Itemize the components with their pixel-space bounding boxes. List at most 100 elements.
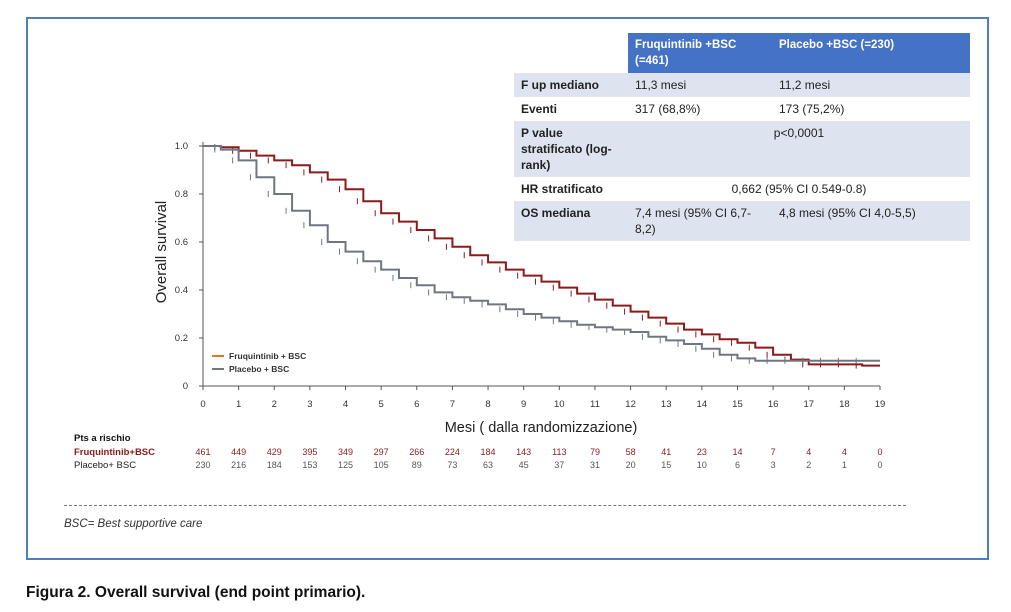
x-tick-label: 15 bbox=[732, 399, 743, 410]
at-risk-count: 10 bbox=[697, 460, 707, 470]
figure-frame bbox=[26, 17, 989, 560]
y-tick-label: 0.6 bbox=[175, 237, 188, 248]
at-risk-count: 184 bbox=[267, 460, 282, 470]
cell-fruq: 11,3 mesi bbox=[628, 73, 772, 97]
x-tick-label: 5 bbox=[379, 399, 384, 410]
at-risk-count: 41 bbox=[661, 447, 671, 457]
table-header-blank bbox=[514, 33, 628, 73]
cell-placebo: 11,2 mesi bbox=[772, 73, 970, 97]
y-tick-label: 0.4 bbox=[175, 285, 188, 296]
at-risk-count: 3 bbox=[771, 460, 776, 470]
at-risk-count: 230 bbox=[195, 460, 210, 470]
row-label: P value stratificato (log-rank) bbox=[514, 121, 628, 177]
at-risk-count: 15 bbox=[661, 460, 671, 470]
x-tick-label: 13 bbox=[661, 399, 672, 410]
x-tick-label: 18 bbox=[839, 399, 850, 410]
cell-merged: 0,662 (95% CI 0.549-0.8) bbox=[628, 177, 970, 201]
at-risk-count: 224 bbox=[445, 447, 460, 457]
cell-placebo: 4,8 mesi (95% CI 4,0-5,5) bbox=[772, 201, 970, 241]
cell-placebo: 173 (75,2%) bbox=[772, 97, 970, 121]
at-risk-count: 266 bbox=[409, 447, 424, 457]
y-tick-label: 0.8 bbox=[175, 189, 188, 200]
row-label: HR stratificato bbox=[514, 177, 628, 201]
at-risk-count: 89 bbox=[412, 460, 422, 470]
x-tick-label: 0 bbox=[200, 399, 205, 410]
cell-fruq: 317 (68,8%) bbox=[628, 97, 772, 121]
at-risk-count: 58 bbox=[626, 447, 636, 457]
at-risk-count: 4 bbox=[842, 447, 847, 457]
table-row: Eventi 317 (68,8%) 173 (75,2%) bbox=[514, 97, 970, 121]
at-risk-count: 0 bbox=[877, 447, 882, 457]
x-tick-label: 7 bbox=[450, 399, 455, 410]
at-risk-count: 429 bbox=[267, 447, 282, 457]
at-risk-count: 395 bbox=[302, 447, 317, 457]
x-tick-label: 6 bbox=[414, 399, 419, 410]
table-header: Fruquintinib +BSC (=461) Placebo +BSC (=… bbox=[514, 33, 970, 73]
x-tick-label: 2 bbox=[272, 399, 277, 410]
at-risk-label-fruq: Fruquintinib+BSC bbox=[74, 447, 155, 458]
at-risk-count: 4 bbox=[806, 447, 811, 457]
x-tick-label: 11 bbox=[590, 399, 600, 410]
placebo-survival-curve bbox=[203, 145, 880, 362]
at-risk-count: 113 bbox=[552, 447, 566, 457]
at-risk-count: 1 bbox=[842, 460, 847, 470]
at-risk-count: 449 bbox=[231, 447, 246, 457]
x-tick-label: 10 bbox=[554, 399, 565, 410]
at-risk-count: 349 bbox=[338, 447, 353, 457]
y-tick-label: 0 bbox=[183, 381, 188, 392]
table-header-fruq: Fruquintinib +BSC (=461) bbox=[628, 33, 772, 73]
row-label: OS mediana bbox=[514, 201, 628, 241]
at-risk-count: 45 bbox=[519, 460, 529, 470]
figure-caption: Figura 2. Overall survival (end point pr… bbox=[26, 584, 366, 601]
x-tick-label: 3 bbox=[307, 399, 312, 410]
at-risk-count: 0 bbox=[877, 460, 882, 470]
fruquintinib-survival-curve bbox=[203, 145, 880, 367]
at-risk-count: 216 bbox=[231, 460, 246, 470]
row-label: Eventi bbox=[514, 97, 628, 121]
footnote: BSC= Best supportive care bbox=[64, 518, 203, 530]
table-row: HR stratificato 0,662 (95% CI 0.549-0.8) bbox=[514, 177, 970, 201]
legend-label-placebo: Placebo + BSC bbox=[229, 364, 289, 374]
x-tick-label: 19 bbox=[875, 399, 886, 410]
at-risk-count: 20 bbox=[626, 460, 636, 470]
x-tick-label: 1 bbox=[236, 399, 241, 410]
x-tick-label: 12 bbox=[625, 399, 636, 410]
at-risk-count: 461 bbox=[195, 447, 210, 457]
at-risk-count: 79 bbox=[590, 447, 600, 457]
y-tick-label: 0.2 bbox=[175, 333, 188, 344]
at-risk-count: 153 bbox=[302, 460, 317, 470]
x-tick-label: 4 bbox=[343, 399, 348, 410]
at-risk-title: Pts a rischio bbox=[74, 433, 131, 444]
y-tick-label: 1.0 bbox=[175, 141, 188, 152]
at-risk-count: 6 bbox=[735, 460, 740, 470]
at-risk-count: 23 bbox=[697, 447, 707, 457]
row-label: F up mediano bbox=[514, 73, 628, 97]
plot-area: 0 1 2 3 4 5 6 7 8 9 10 11 12 13 14 15 16 17 18 1900.20.40.6… bbox=[175, 141, 886, 470]
at-risk-label-placebo: Placebo+ BSC bbox=[74, 460, 136, 471]
cell-fruq: 7,4 mesi (95% CI 6,7-8,2) bbox=[628, 201, 772, 241]
x-tick-label: 17 bbox=[803, 399, 814, 410]
at-risk-count: 297 bbox=[374, 447, 389, 457]
table-row: F up mediano 11,3 mesi 11,2 mesi bbox=[514, 73, 970, 97]
x-axis-label: Mesi ( dalla randomizzazione) bbox=[445, 420, 638, 436]
y-axis-label: Overall survival bbox=[153, 201, 170, 304]
at-risk-count: 143 bbox=[516, 447, 531, 457]
at-risk-count: 105 bbox=[374, 460, 389, 470]
at-risk-count: 31 bbox=[590, 460, 600, 470]
at-risk-count: 125 bbox=[338, 460, 353, 470]
x-tick-label: 14 bbox=[697, 399, 708, 410]
at-risk-count: 37 bbox=[554, 460, 564, 470]
at-risk-count: 63 bbox=[483, 460, 493, 470]
at-risk-count: 73 bbox=[447, 460, 457, 470]
cell-merged: p<0,0001 bbox=[628, 121, 970, 177]
table-row: OS mediana 7,4 mesi (95% CI 6,7-8,2) 4,8… bbox=[514, 201, 970, 241]
at-risk-count: 7 bbox=[771, 447, 776, 457]
x-tick-label: 16 bbox=[768, 399, 779, 410]
legend-label-fruq: Fruquintinib + BSC bbox=[229, 351, 306, 361]
table-header-placebo: Placebo +BSC (=230) bbox=[772, 33, 970, 73]
table-row: P value stratificato (log-rank) p<0,0001 bbox=[514, 121, 970, 177]
at-risk-count: 2 bbox=[806, 460, 811, 470]
x-tick-label: 9 bbox=[521, 399, 526, 410]
results-table: Fruquintinib +BSC (=461) Placebo +BSC (=… bbox=[514, 33, 970, 241]
